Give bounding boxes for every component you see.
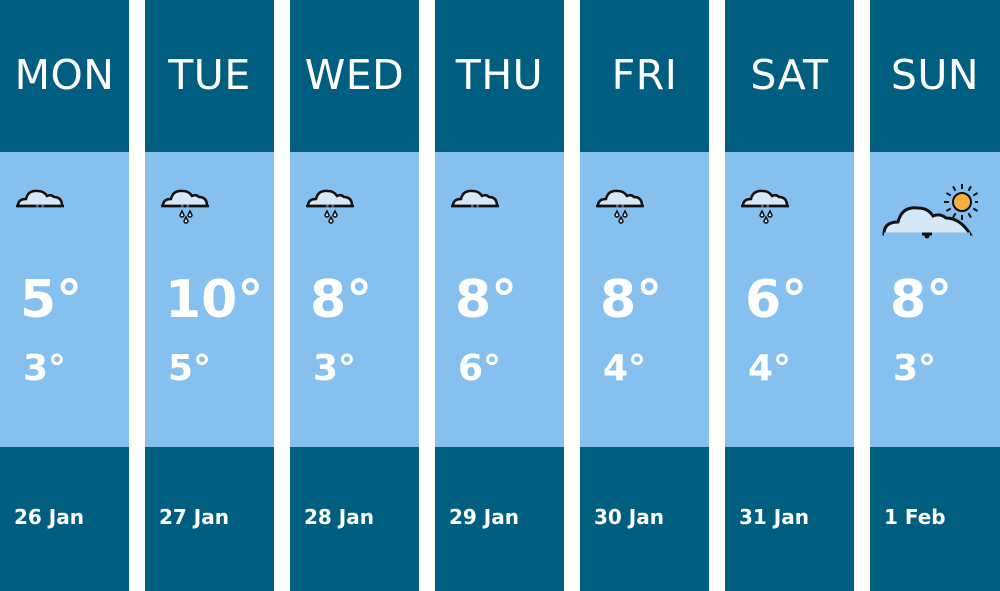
day-column-sat: SAT 6° 4° 31 Jan bbox=[725, 0, 854, 591]
date-footer: 29 Jan bbox=[435, 447, 564, 591]
date-label: 26 Jan bbox=[14, 505, 84, 529]
day-column-fri: FRI 8° 4° 30 Jan bbox=[580, 0, 709, 591]
forecast-body: 5° 3° bbox=[0, 152, 129, 447]
day-label: FRI bbox=[580, 0, 709, 152]
date-label: 1 Feb bbox=[884, 505, 946, 529]
date-footer: 30 Jan bbox=[580, 447, 709, 591]
high-temperature: 8° bbox=[890, 270, 953, 330]
day-label: THU bbox=[435, 0, 564, 152]
low-temperature: 4° bbox=[603, 348, 647, 389]
date-label: 27 Jan bbox=[159, 505, 229, 529]
low-temperature: 3° bbox=[313, 348, 357, 389]
day-label: WED bbox=[290, 0, 419, 152]
day-column-thu: THU 8° 6° 29 Jan bbox=[435, 0, 564, 591]
forecast-body: 8° 3° bbox=[870, 152, 1000, 447]
date-footer: 31 Jan bbox=[725, 447, 854, 591]
date-label: 30 Jan bbox=[594, 505, 664, 529]
day-label: SAT bbox=[725, 0, 854, 152]
day-column-sun: SUN 8° 3° 1 Feb bbox=[870, 0, 1000, 591]
forecast-body: 10° 5° bbox=[145, 152, 274, 447]
cloud-icon bbox=[449, 182, 507, 230]
low-temperature: 3° bbox=[893, 348, 937, 389]
day-label: TUE bbox=[145, 0, 274, 152]
date-footer: 28 Jan bbox=[290, 447, 419, 591]
high-temperature: 10° bbox=[165, 270, 264, 330]
high-temperature: 6° bbox=[745, 270, 808, 330]
day-column-tue: TUE 10° 5° 27 Jan bbox=[145, 0, 274, 591]
high-temperature: 8° bbox=[310, 270, 373, 330]
date-label: 28 Jan bbox=[304, 505, 374, 529]
high-temperature: 5° bbox=[20, 270, 83, 330]
low-temperature: 3° bbox=[23, 348, 67, 389]
forecast-body: 6° 4° bbox=[725, 152, 854, 447]
cloud-icon bbox=[14, 182, 72, 230]
day-column-mon: MON 5° 3° 26 Jan bbox=[0, 0, 129, 591]
rain-cloud-icon bbox=[594, 182, 652, 230]
forecast-body: 8° 6° bbox=[435, 152, 564, 447]
date-footer: 1 Feb bbox=[870, 447, 1000, 591]
day-label: MON bbox=[0, 0, 129, 152]
rain-cloud-icon bbox=[739, 182, 797, 230]
sun-cloud-icon bbox=[882, 180, 980, 246]
rain-cloud-icon bbox=[304, 182, 362, 230]
day-label: SUN bbox=[870, 0, 1000, 152]
low-temperature: 5° bbox=[168, 348, 212, 389]
date-footer: 27 Jan bbox=[145, 447, 274, 591]
high-temperature: 8° bbox=[600, 270, 663, 330]
date-label: 31 Jan bbox=[739, 505, 809, 529]
high-temperature: 8° bbox=[455, 270, 518, 330]
rain-cloud-icon bbox=[159, 182, 217, 230]
forecast-body: 8° 4° bbox=[580, 152, 709, 447]
date-label: 29 Jan bbox=[449, 505, 519, 529]
day-column-wed: WED 8° 3° 28 Jan bbox=[290, 0, 419, 591]
date-footer: 26 Jan bbox=[0, 447, 129, 591]
forecast-body: 8° 3° bbox=[290, 152, 419, 447]
low-temperature: 6° bbox=[458, 348, 502, 389]
low-temperature: 4° bbox=[748, 348, 792, 389]
